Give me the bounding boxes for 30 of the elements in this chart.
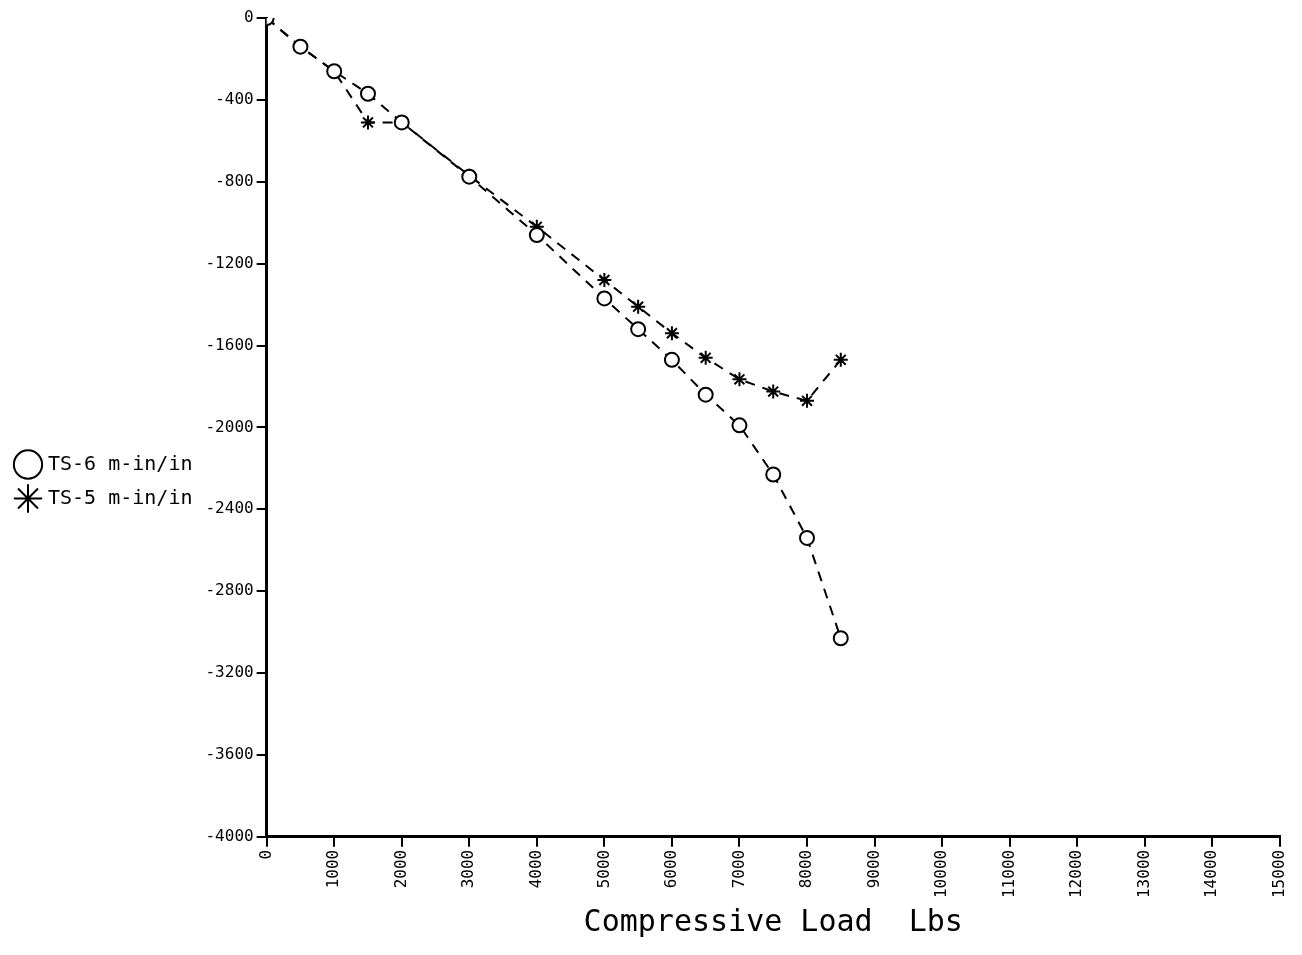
y-tick-label: -3200 (205, 662, 254, 682)
x-tick-label: 6000 (661, 849, 681, 889)
y-tick-label: -400 (215, 89, 254, 109)
y-tick-label: -4000 (205, 825, 254, 845)
x-tick-label: 7000 (728, 849, 748, 889)
legend-label: TS-6 m-in/in (48, 450, 193, 475)
x-tick-label: 14000 (1201, 849, 1221, 899)
x-tick-label: 12000 (1066, 849, 1086, 899)
x-tick-label: 1000 (323, 849, 343, 889)
y-tick-label: -800 (215, 170, 254, 190)
y-tick-label: -2400 (205, 498, 254, 518)
y-tick-label: 0 (244, 7, 254, 27)
x-tick-label: 15000 (1268, 849, 1288, 899)
x-tick-label: 11000 (998, 849, 1018, 899)
x-tick-label: 0 (255, 849, 275, 860)
x-tick-label: 4000 (525, 849, 545, 889)
x-tick-label: 10000 (931, 849, 951, 899)
y-tick-label: -3600 (205, 744, 254, 764)
y-tick-label: -1600 (205, 334, 254, 354)
x-tick-label: 3000 (458, 849, 478, 889)
x-tick-label: 2000 (390, 849, 410, 889)
legend-label: TS-5 m-in/in (48, 484, 193, 509)
y-tick-label: -2800 (205, 580, 254, 600)
x-axis-title: Compressive Load Lbs (583, 902, 963, 938)
x-tick-label: 13000 (1133, 849, 1153, 899)
x-tick-label: 8000 (796, 849, 816, 889)
y-tick-label: -1200 (205, 252, 254, 272)
x-tick-label: 9000 (863, 849, 883, 889)
x-tick-label: 5000 (593, 849, 613, 889)
y-tick-label: -2000 (205, 416, 254, 436)
